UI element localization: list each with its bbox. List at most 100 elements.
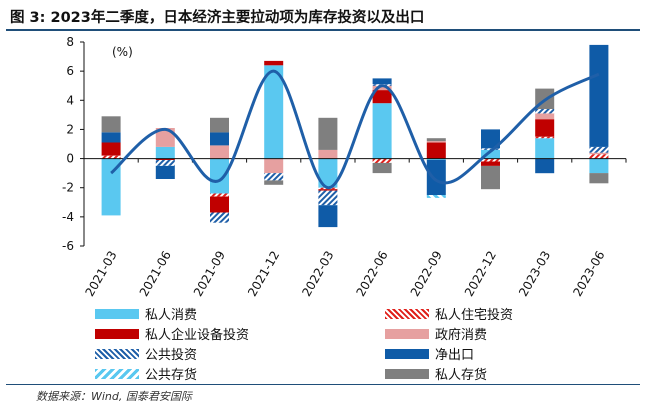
x-tick-label: 2021-09 <box>191 249 228 299</box>
legend-item-public-inventory: 公共存货 <box>95 364 197 383</box>
bar-private-inventory-2022-06 <box>372 162 392 174</box>
legend-item-public-investment: 公共投资 <box>95 344 197 363</box>
bar-private-inventory-2022-03 <box>318 117 338 150</box>
bar-government-2021-12 <box>264 158 284 174</box>
legend-label-private-housing: 私人住宅投资 <box>435 308 514 323</box>
x-tick-label: 2023-03 <box>516 249 553 299</box>
y-unit-label: (%) <box>112 45 133 59</box>
y-tick-label: 8 <box>66 35 74 49</box>
bar-net-exports-2021-09 <box>210 132 229 146</box>
bar-private-inventory-2021-09 <box>210 117 229 133</box>
bar-private-inventory-2021-03 <box>101 116 121 133</box>
bar-private-equipment-2021-06 <box>155 158 175 161</box>
legend: 私人消费 私人住宅投资 私人企业设备投资 政府消费 公共投资 净出口 公共存货 … <box>95 304 615 383</box>
bar-public-investment-2021-09 <box>210 212 229 223</box>
bar-private-inventory-2023-06 <box>589 173 609 184</box>
legend-item-private-inventory: 私人存货 <box>385 364 487 383</box>
bar-private-equipment-2021-12 <box>264 60 284 66</box>
legend-swatch-net-exports <box>385 348 429 359</box>
x-tick-label: 2021-06 <box>137 249 174 299</box>
bar-private-consumption-2021-12 <box>264 65 284 159</box>
x-tick-label: 2022-12 <box>462 249 499 299</box>
legend-item-net-exports: 净出口 <box>385 344 474 363</box>
bar-public-investment-2023-03 <box>535 109 555 114</box>
legend-label-government: 政府消费 <box>435 328 488 343</box>
bar-public-investment-2022-12 <box>481 148 500 150</box>
bar-net-exports-2021-03 <box>101 132 121 143</box>
bar-public-investment-2023-06 <box>589 146 609 153</box>
bar-private-equipment-2022-03 <box>318 189 338 191</box>
bar-government-2023-06 <box>589 152 609 155</box>
bar-public-investment-2021-12 <box>264 173 284 181</box>
legend-swatch-public-investment <box>95 348 139 359</box>
bar-public-investment-2021-06 <box>155 160 175 166</box>
x-tick-label: 2023-06 <box>570 249 607 299</box>
legend-item-private-consumption: 私人消费 <box>95 304 197 323</box>
bar-government-2022-09 <box>426 141 446 143</box>
bar-private-inventory-2022-12 <box>481 165 500 190</box>
bar-public-investment-2022-03 <box>318 190 338 206</box>
legend-swatch-private-housing <box>385 308 429 319</box>
bar-private-consumption-2021-06 <box>155 146 175 159</box>
bar-private-consumption-2022-06 <box>372 103 392 159</box>
x-tick-label: 2022-09 <box>408 249 445 299</box>
bar-government-2022-03 <box>318 149 338 159</box>
gdp-growth-line <box>110 69 600 190</box>
bar-net-exports-2022-09 <box>426 160 446 195</box>
bar-private-consumption-2021-09 <box>210 158 229 194</box>
y-tick-label: 4 <box>66 93 74 107</box>
bar-private-inventory-2022-09 <box>426 138 446 142</box>
y-tick-label: -4 <box>62 210 74 224</box>
legend-swatch-government <box>385 328 429 339</box>
bar-private-housing-2021-03 <box>101 155 121 159</box>
bar-net-exports-2022-06 <box>372 78 392 85</box>
legend-swatch-private-inventory <box>385 368 429 379</box>
bar-net-exports-2023-06 <box>589 44 609 147</box>
bar-private-consumption-2022-09 <box>426 158 446 161</box>
bar-private-inventory-2021-12 <box>264 180 284 185</box>
bar-net-exports-2021-06 <box>155 165 175 179</box>
legend-swatch-private-consumption <box>95 308 139 319</box>
bar-private-consumption-2023-06 <box>589 158 609 174</box>
legend-label-public-inventory: 公共存货 <box>145 368 198 383</box>
legend-item-government: 政府消费 <box>385 324 487 343</box>
legend-swatch-private-equipment <box>95 328 139 339</box>
bar-private-equipment-2021-03 <box>101 142 121 156</box>
legend-label-public-investment: 公共投资 <box>145 348 198 363</box>
bar-private-housing-2023-06 <box>589 154 609 159</box>
source-note: 数据来源：Wind, 国泰君安国际 <box>36 390 192 403</box>
bar-private-equipment-2021-09 <box>210 196 229 213</box>
bar-private-consumption-2021-03 <box>101 158 121 216</box>
legend-label-private-inventory: 私人存货 <box>435 368 488 383</box>
x-tick-label: 2021-03 <box>83 249 120 299</box>
bar-private-housing-2022-12 <box>481 158 500 162</box>
bottom-rule <box>6 384 640 385</box>
y-tick-label: 6 <box>66 64 74 78</box>
bar-private-housing-2023-03 <box>535 136 555 139</box>
bar-net-exports-2022-03 <box>318 205 338 228</box>
chart-title: 图 3: 2023年二季度，日本经济主要拉动项为库存投资以及出口 <box>10 10 425 26</box>
legend-label-private-equipment: 私人企业设备投资 <box>145 328 250 343</box>
bar-private-equipment-2023-03 <box>535 119 555 137</box>
x-tick-label: 2022-06 <box>354 249 391 299</box>
legend-swatch-public-inventory <box>95 368 139 379</box>
bar-private-equipment-2022-09 <box>426 142 446 159</box>
y-tick-label: -2 <box>62 181 74 195</box>
y-tick-label: -6 <box>62 239 74 253</box>
y-tick-label: 0 <box>66 152 74 166</box>
legend-item-private-housing: 私人住宅投资 <box>385 304 513 323</box>
bar-private-equipment-2022-12 <box>481 161 500 166</box>
x-tick-label: 2021-12 <box>245 249 282 299</box>
bar-government-2022-06 <box>372 85 392 91</box>
bar-government-2023-03 <box>535 113 555 120</box>
bar-private-consumption-2022-12 <box>481 149 500 159</box>
bar-net-exports-2023-03 <box>535 158 555 174</box>
bar-net-exports-2022-12 <box>481 129 500 149</box>
chart-canvas: -6 -4 -2 0 2 4 6 8 2021-03 2021-06 2021-09 2021-12 2… <box>62 35 627 299</box>
y-tick-label: 2 <box>66 122 74 136</box>
bar-public-inventory-2022-09 <box>426 195 446 198</box>
legend-label-net-exports: 净出口 <box>435 348 475 363</box>
legend-label-private-consumption: 私人消费 <box>145 308 198 323</box>
legend-item-private-equipment: 私人企业设备投资 <box>95 324 249 343</box>
x-tick-label: 2022-03 <box>299 249 336 299</box>
